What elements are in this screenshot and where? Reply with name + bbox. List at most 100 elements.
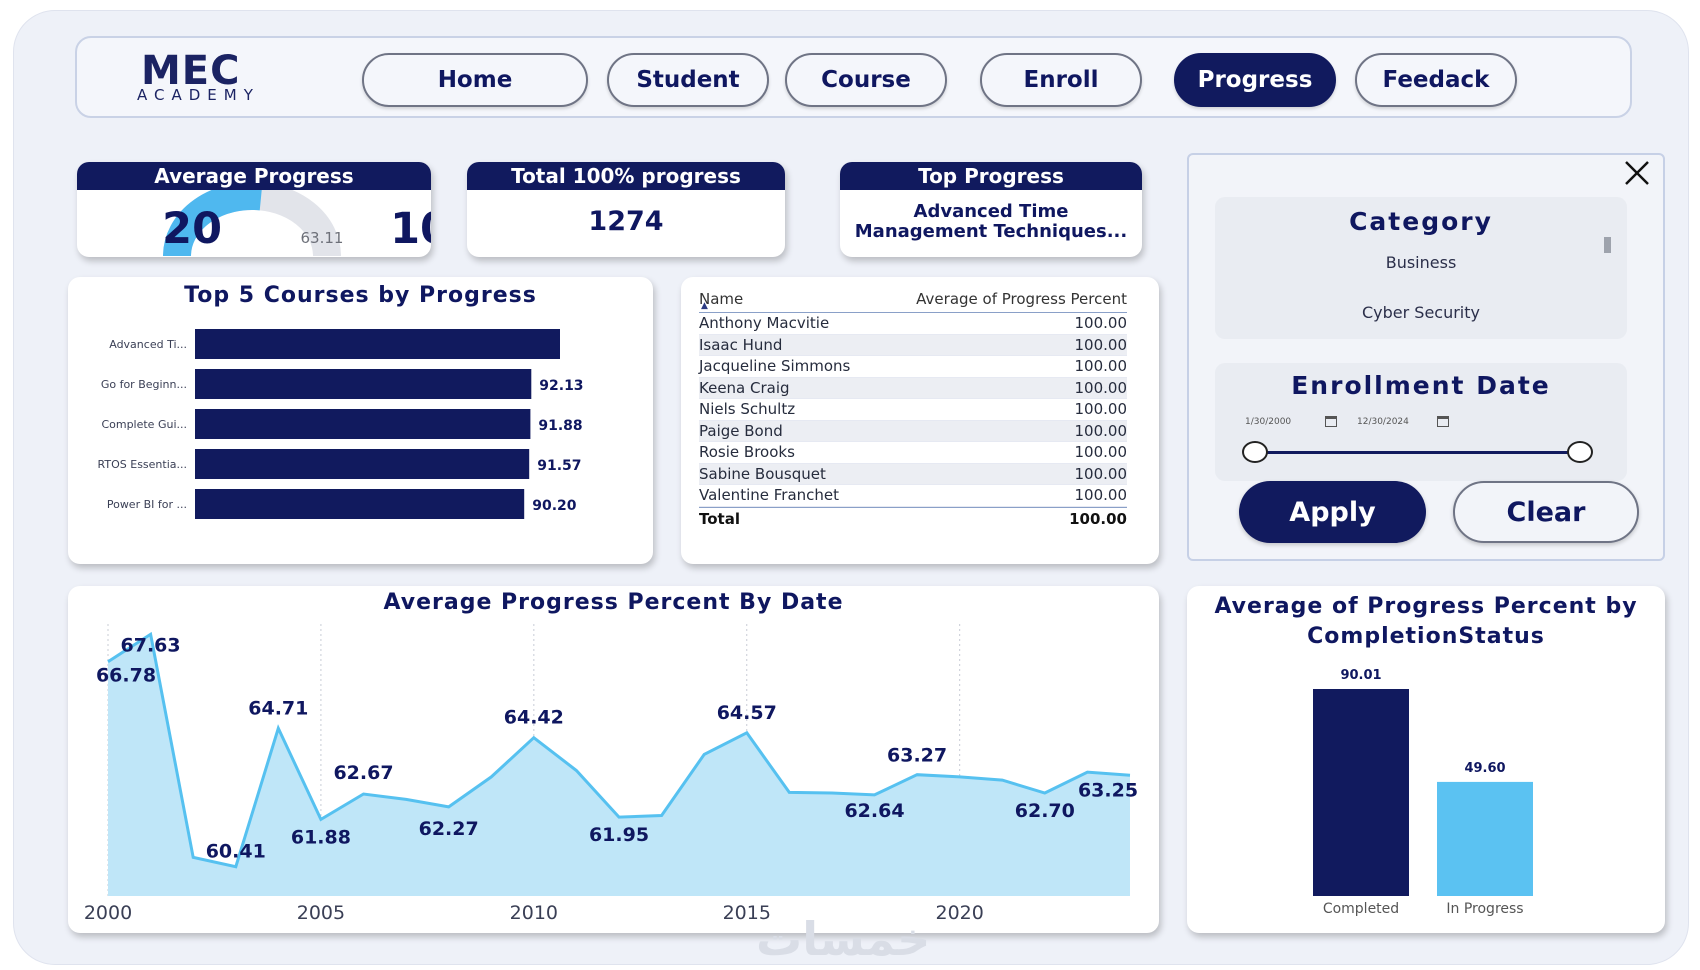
table-cell-progress: 100.00: [1074, 335, 1128, 354]
top-progress-title: Top Progress: [840, 162, 1142, 190]
course-bar: [195, 449, 530, 479]
student-progress-table-card: Name Average of Progress Percent ▲ Antho…: [681, 277, 1159, 564]
table-cell-name: Jacqueline Simmons: [699, 357, 851, 376]
course-bar: [195, 409, 531, 439]
progress-by-date-chart: 2000 2005 2010 2015 2020 66.78 67.63 60.41 64.71…: [84, 624, 1138, 924]
top-courses-chart: Advanced Ti... Go for Beginn... 92.13 Compl…: [98, 329, 584, 519]
bar-category-label: Complete Gui...: [101, 418, 187, 431]
logo-main-text: MEC: [141, 48, 241, 94]
area-data-label: 64.42: [504, 707, 564, 729]
area-data-label: 64.57: [717, 702, 777, 724]
table-row[interactable]: Niels Schultz 100.00: [699, 399, 1127, 421]
average-progress-card: Average Progress 20 63.11 100: [77, 162, 431, 257]
status-bar: [1437, 781, 1533, 896]
clear-button[interactable]: Clear: [1453, 481, 1639, 543]
nav-feedback-button[interactable]: Feedack: [1355, 53, 1517, 107]
course-bar: [195, 329, 560, 359]
date-range-start-handle[interactable]: [1242, 441, 1268, 463]
gauge-value-label: 63.11: [301, 229, 344, 247]
top-navigation: MEC ACADEMY Home Student Course Enroll P…: [75, 36, 1632, 118]
date-range-end-handle[interactable]: [1567, 441, 1593, 463]
end-calendar-icon[interactable]: [1437, 416, 1449, 427]
top-progress-line-1: Advanced Time: [913, 201, 1069, 222]
table-cell-progress: 100.00: [1074, 486, 1128, 505]
category-option-business[interactable]: Business: [1385, 253, 1457, 272]
table-row[interactable]: Rosie Brooks 100.00: [699, 442, 1127, 464]
table-total-label: Total: [699, 510, 740, 528]
bar-value-label: 92.13: [539, 378, 583, 394]
category-option-cyber-security[interactable]: Cyber Security: [1361, 303, 1480, 322]
end-date-value: 12/30/2024: [1357, 417, 1409, 427]
table-cell-name: Anthony Macvitie: [699, 314, 830, 333]
table-cell-progress: 100.00: [1074, 378, 1128, 397]
nav-progress-button[interactable]: Progress: [1174, 53, 1336, 107]
table-cell-progress: 100.00: [1074, 421, 1128, 440]
x-tick-label: 2015: [723, 902, 771, 924]
course-bar: [195, 369, 532, 399]
table-header-progress[interactable]: Average of Progress Percent: [916, 289, 1127, 308]
bar-value-label: 91.57: [537, 458, 581, 474]
table-cell-name: Valentine Franchet: [699, 486, 840, 505]
top-progress-course-name: Advanced Time Management Techniques...: [840, 202, 1142, 242]
table-header-name[interactable]: Name: [699, 289, 744, 308]
table-cell-progress: 100.00: [1074, 357, 1128, 376]
sort-ascending-icon: ▲: [701, 301, 708, 311]
completion-status-title: Average of Progress Percent by Completio…: [1187, 592, 1665, 652]
date-range-slider-track[interactable]: [1255, 451, 1580, 454]
watermark-text: خمسات: [756, 912, 931, 966]
total-full-progress-title: Total 100% progress: [467, 162, 785, 190]
x-tick-label: 2000: [84, 902, 132, 924]
area-data-label: 62.64: [844, 800, 904, 822]
table-cell-progress: 100.00: [1074, 314, 1128, 333]
total-full-progress-value: 1274: [588, 206, 664, 237]
area-data-label: 63.25: [1078, 779, 1138, 801]
table-total-row: Total 100.00: [699, 506, 1127, 531]
table-row[interactable]: Isaac Hund 100.00: [699, 334, 1128, 356]
course-bar: [195, 489, 525, 519]
table-header: Name Average of Progress Percent ▲: [699, 285, 1127, 313]
apply-button[interactable]: Apply: [1239, 481, 1426, 543]
progress-by-date-card: Average Progress Percent By Date 2000 200…: [68, 586, 1159, 933]
category-scrollbar[interactable]: [1604, 237, 1611, 253]
x-tick-label: 2005: [297, 902, 345, 924]
nav-course-button[interactable]: Course: [785, 53, 947, 107]
gauge-min-label: 20: [162, 204, 222, 254]
brand-logo[interactable]: MEC ACADEMY: [137, 48, 282, 104]
end-date-input[interactable]: 12/30/2024: [1349, 412, 1457, 432]
bar-value-label: 91.88: [538, 418, 582, 434]
logo-sub-text: ACADEMY: [137, 86, 260, 104]
area-data-label: 62.27: [419, 818, 479, 840]
top-courses-title: Top 5 Courses by Progress: [184, 283, 537, 308]
table-row[interactable]: Keena Craig 100.00: [699, 377, 1128, 399]
table-row[interactable]: Paige Bond 100.00: [699, 420, 1128, 442]
table-cell-progress: 100.00: [1074, 443, 1128, 462]
area-data-label: 62.67: [333, 762, 393, 784]
area-fill: [108, 634, 1130, 896]
bar-value-label: 90.20: [532, 498, 577, 514]
start-date-value: 1/30/2000: [1245, 417, 1292, 427]
table-row[interactable]: Jacqueline Simmons 100.00: [699, 356, 1127, 378]
table-cell-name: Paige Bond: [699, 421, 783, 440]
table-cell-progress: 100.00: [1074, 400, 1128, 419]
category-filter: Category Business Cyber Security: [1215, 197, 1627, 339]
bar-category-label: RTOS Essentia...: [98, 458, 187, 471]
enrollment-date-filter: Enrollment Date 1/30/2000 12/30/2024: [1215, 363, 1627, 481]
start-date-input[interactable]: 1/30/2000: [1237, 412, 1345, 432]
nav-student-button[interactable]: Student: [607, 53, 769, 107]
status-category-label: In Progress: [1446, 901, 1523, 917]
table-row[interactable]: Valentine Franchet 100.00: [699, 485, 1127, 507]
nav-home-button[interactable]: Home: [362, 53, 588, 107]
area-data-label: 67.63: [121, 634, 181, 656]
table-cell-name: Niels Schultz: [699, 400, 796, 419]
table-cell-name: Sabine Bousquet: [699, 464, 826, 483]
table-row[interactable]: Anthony Macvitie 100.00: [699, 313, 1127, 335]
area-data-label: 64.71: [248, 697, 308, 719]
close-icon[interactable]: [1623, 159, 1651, 187]
nav-enroll-button[interactable]: Enroll: [980, 53, 1142, 107]
start-calendar-icon[interactable]: [1325, 416, 1337, 427]
area-data-label: 60.41: [206, 841, 266, 863]
table-cell-name: Keena Craig: [699, 378, 790, 397]
table-row[interactable]: Sabine Bousquet 100.00: [699, 463, 1127, 485]
gauge-max-label: 100: [390, 204, 431, 254]
table-body: Anthony Macvitie 100.00 Isaac Hund 100.00 Ja…: [699, 313, 1127, 507]
